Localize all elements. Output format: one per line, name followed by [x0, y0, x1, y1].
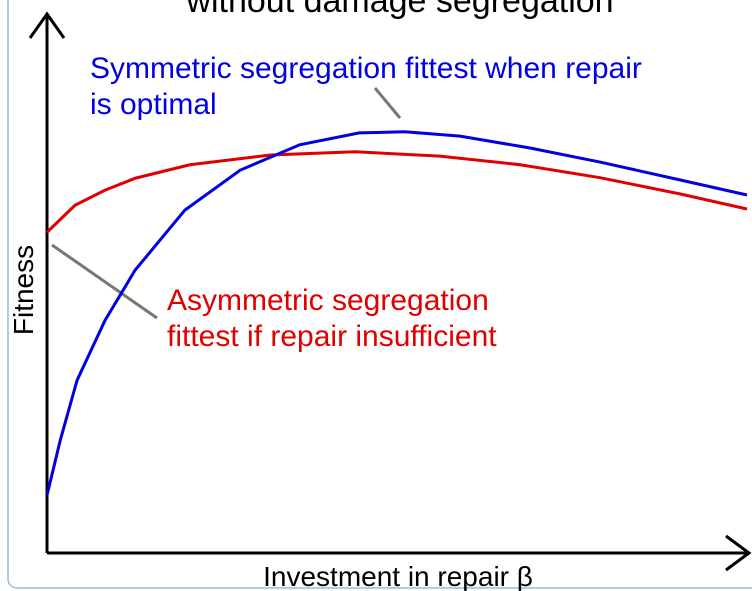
annotation: Asymmetric segregation: [167, 284, 489, 317]
annotation: fittest if repair insufficient: [167, 320, 497, 353]
annotation: is optimal: [90, 88, 217, 121]
annotation: Symmetric segregation fittest when repai…: [90, 52, 642, 85]
y-arrow: [28, 11, 66, 39]
leader-line: [373, 87, 402, 119]
x-axis-label: Investment in repair β: [263, 561, 533, 591]
chart-title: without damage segregation: [185, 0, 613, 20]
line: [45, 150, 748, 234]
leader-line: [51, 243, 158, 320]
x-arrow: [725, 534, 752, 572]
axes: [28, 11, 752, 572]
y-axis-label: Fitness: [8, 245, 39, 335]
frame: [7, 0, 752, 589]
line: [45, 130, 748, 496]
